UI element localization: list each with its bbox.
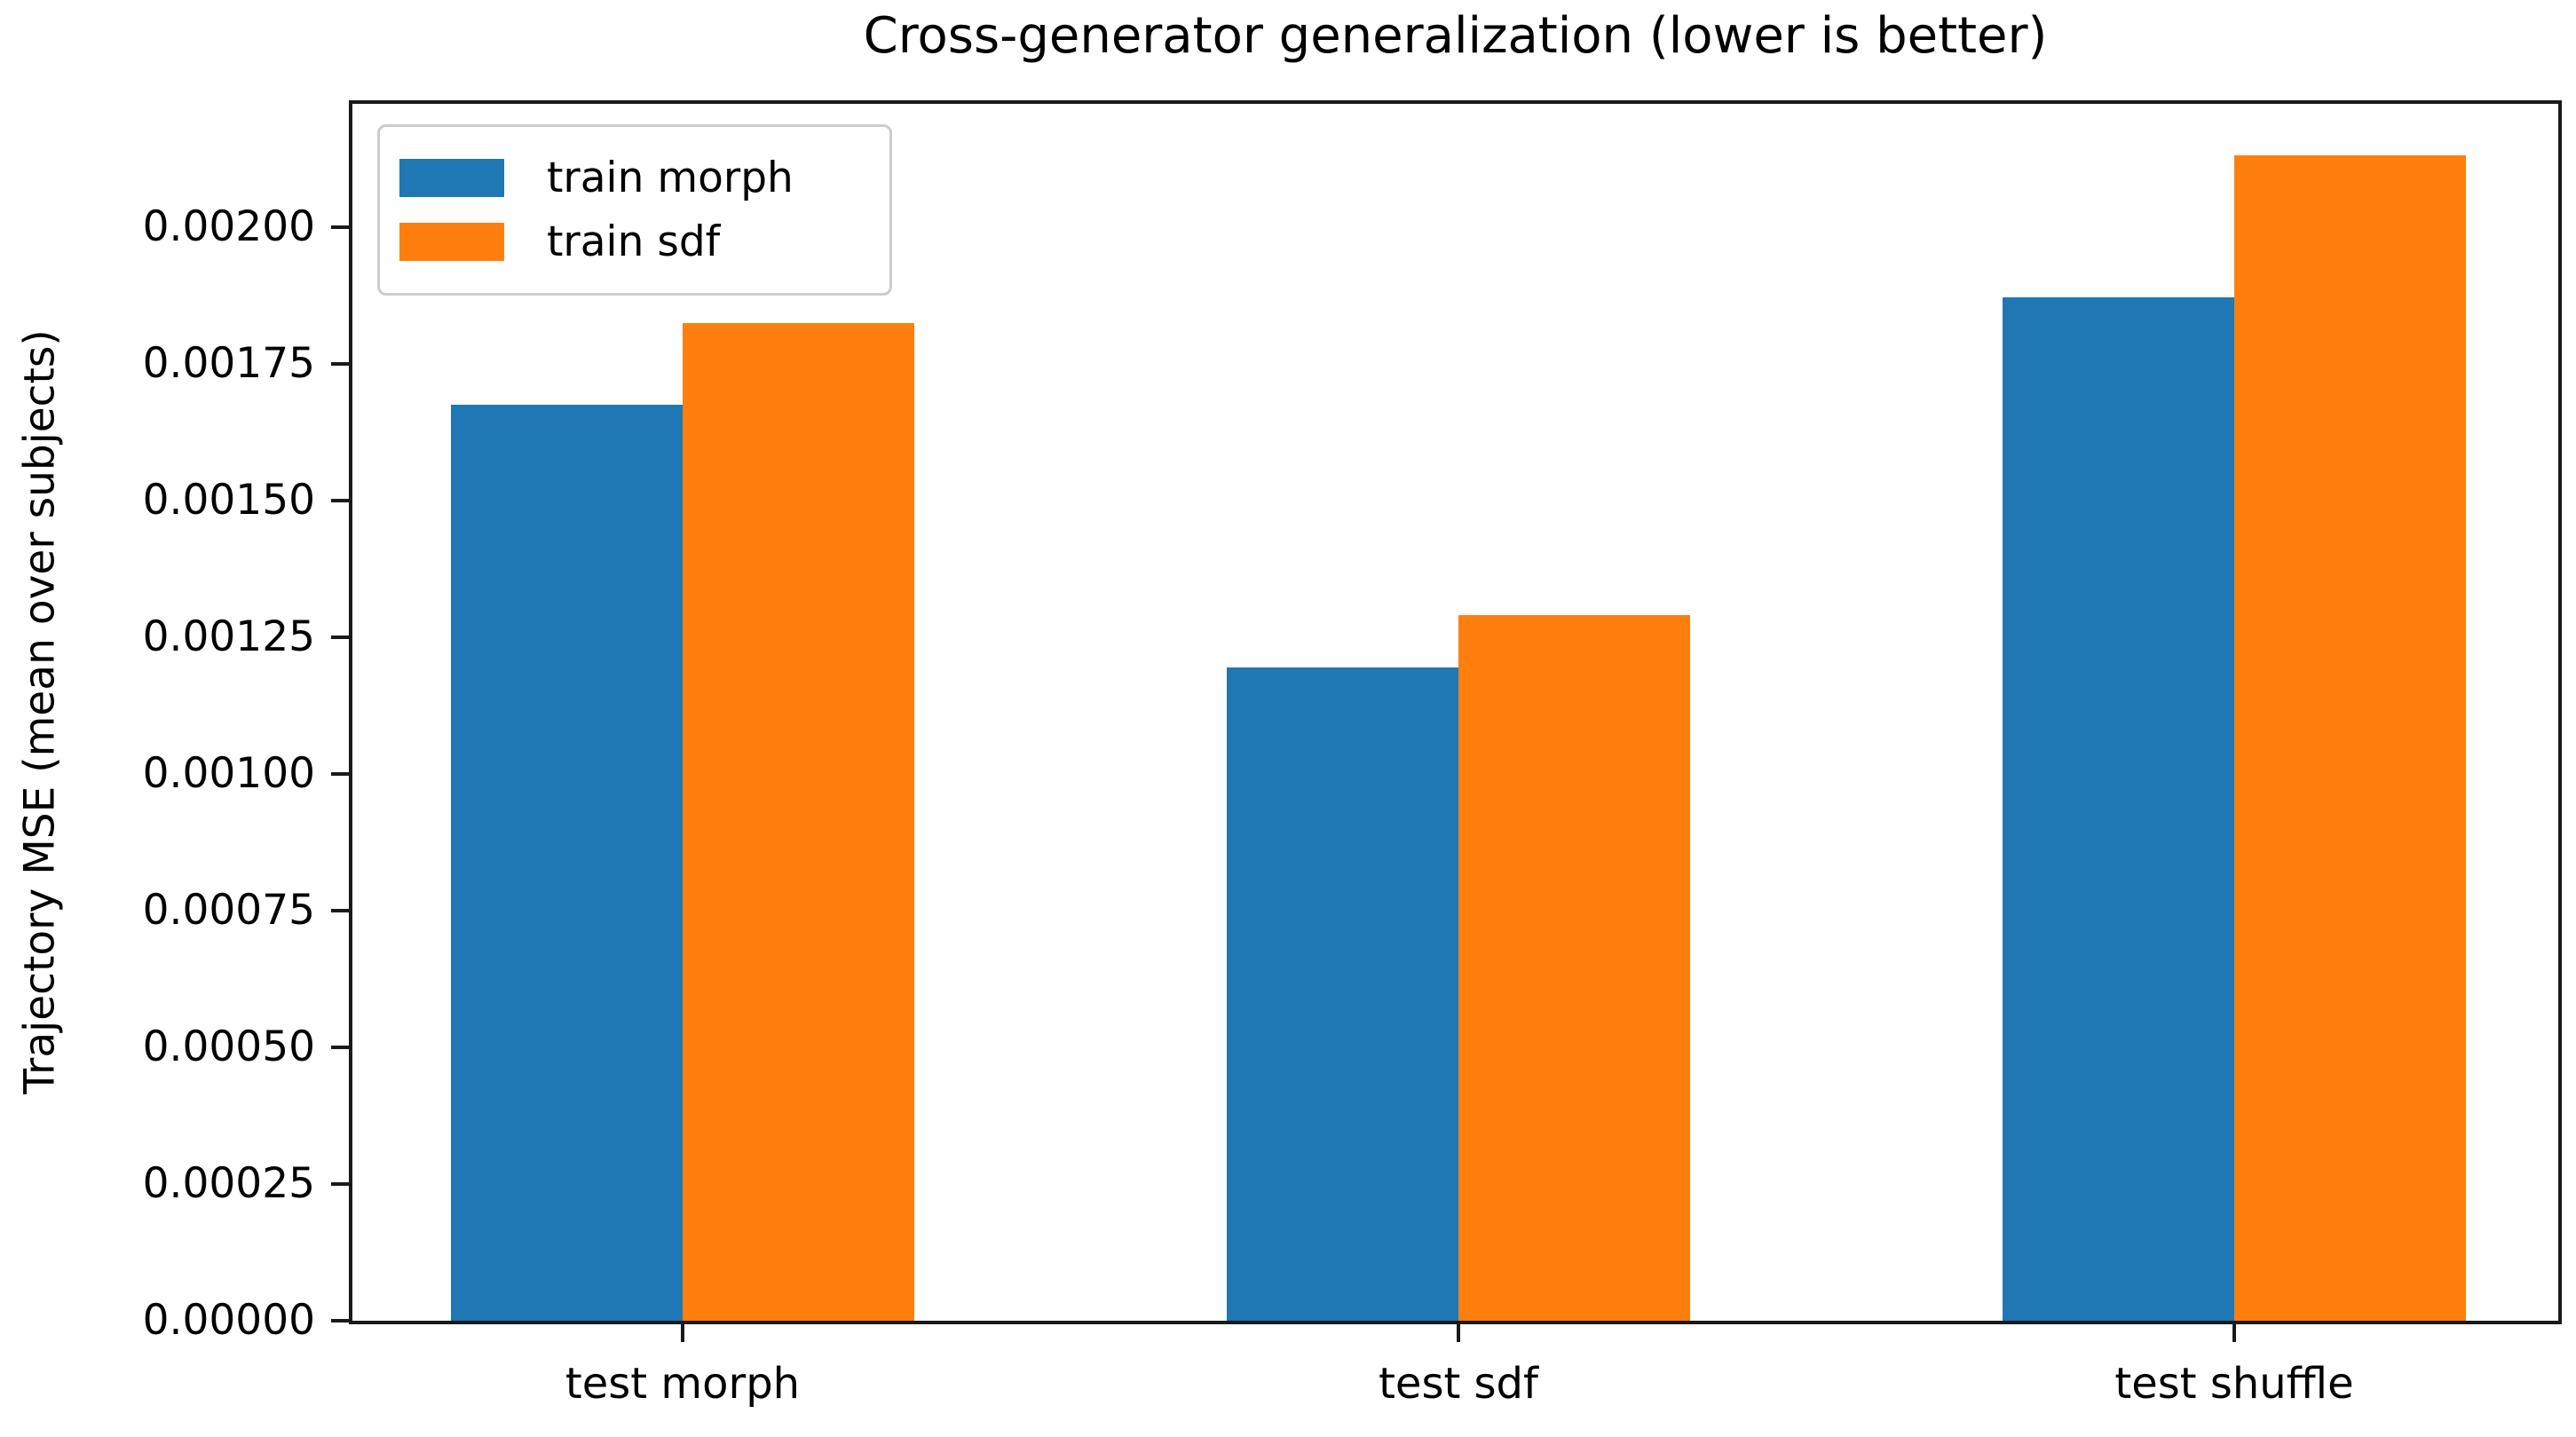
- bar-train-sdf-test-morph: [683, 323, 914, 1321]
- bar-train-morph-test-shuffle: [2003, 297, 2234, 1321]
- y-tick-label: 0.00000: [142, 1296, 315, 1345]
- y-tick-label: 0.00175: [142, 338, 315, 388]
- y-tick-mark: [331, 908, 349, 912]
- legend: train morph train sdf: [377, 124, 892, 296]
- x-tick-label: test shuffle: [2114, 1359, 2354, 1409]
- plot-area: [331, 100, 2562, 1342]
- x-tick-label: test sdf: [1379, 1359, 1538, 1409]
- x-tick-mark: [2232, 1324, 2236, 1342]
- y-tick-mark: [331, 1045, 349, 1049]
- legend-item: train morph: [399, 154, 889, 203]
- legend-swatch-train-morph: [399, 159, 504, 197]
- legend-label: train sdf: [547, 217, 721, 266]
- y-tick-mark: [331, 1181, 349, 1186]
- x-tick-mark: [1457, 1324, 1460, 1342]
- y-tick-label: 0.00150: [142, 475, 315, 525]
- y-tick-label: 0.00100: [142, 748, 315, 798]
- y-axis-label: Trajectory MSE (mean over subjects): [15, 329, 65, 1094]
- legend-swatch-train-sdf: [399, 223, 504, 261]
- y-tick-label: 0.00125: [142, 612, 315, 661]
- y-tick-mark: [331, 635, 349, 639]
- bar-train-morph-test-morph: [451, 405, 683, 1321]
- legend-item: train sdf: [399, 217, 889, 267]
- bar-train-sdf-test-shuffle: [2234, 155, 2466, 1321]
- x-tick-label: test morph: [565, 1359, 801, 1409]
- y-tick-mark: [331, 771, 349, 776]
- y-tick-mark: [331, 498, 349, 502]
- bar-train-sdf-test-sdf: [1458, 615, 1690, 1321]
- x-tick-mark: [681, 1324, 684, 1342]
- y-tick-label: 0.00075: [142, 885, 315, 935]
- y-tick-label: 0.00050: [142, 1022, 315, 1071]
- y-tick-mark: [331, 361, 349, 366]
- chart-title: Cross-generator generalization (lower is…: [863, 7, 2048, 65]
- y-tick-mark: [331, 225, 349, 229]
- y-tick-label: 0.00200: [142, 201, 315, 251]
- legend-label: train morph: [547, 153, 794, 202]
- y-tick-mark: [331, 1319, 349, 1323]
- y-tick-label: 0.00025: [142, 1158, 315, 1208]
- bar-train-morph-test-sdf: [1227, 667, 1458, 1321]
